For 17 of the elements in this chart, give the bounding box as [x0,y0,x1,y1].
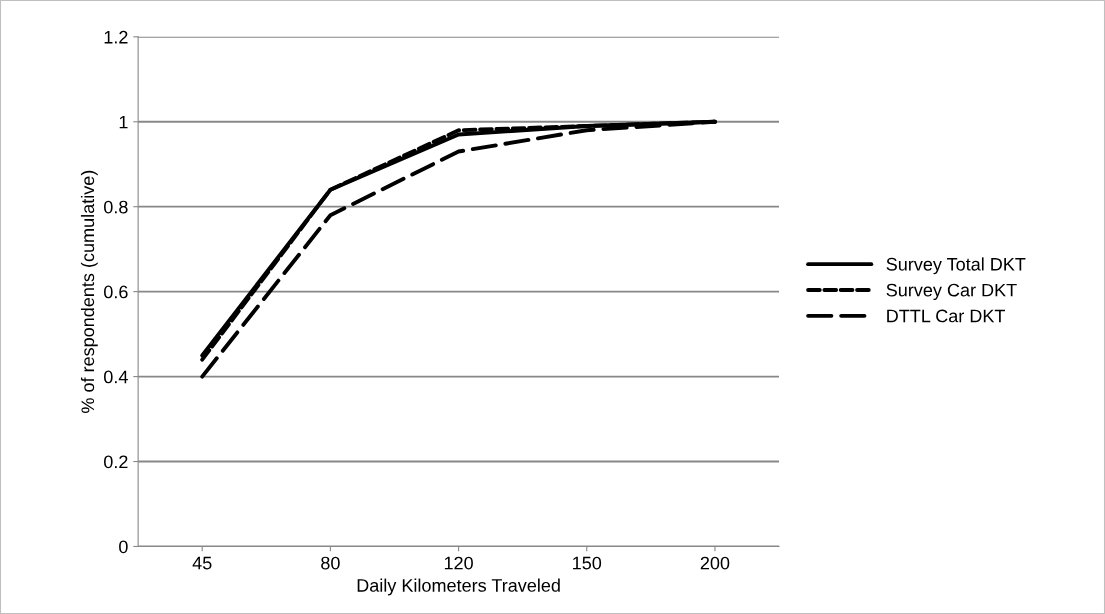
legend-label: Survey Total DKT [886,257,1026,275]
legend-label: DTTL Car DKT [887,309,1006,323]
x-tick-label: 45 [192,556,212,570]
y-tick-label: 0.8 [104,200,128,214]
x-tick-label: 150 [573,556,602,570]
x-axis-title: Daily Kilometers Traveled [357,578,560,596]
y-tick-label: 1 [119,115,128,129]
y-tick-label: 0.4 [104,370,128,384]
y-axis-title: % of respondents (cumulative) [80,170,98,413]
x-tick-label: 200 [700,556,730,570]
y-tick-label: 1.2 [104,30,128,44]
x-tick-label: 80 [321,556,340,570]
y-tick-label: 0.2 [104,455,128,469]
legend-label: Survey Car DKT [886,283,1017,301]
x-tick-label: 120 [444,556,473,570]
y-tick-label: 0 [119,540,128,554]
y-tick-label: 0.6 [104,285,128,299]
